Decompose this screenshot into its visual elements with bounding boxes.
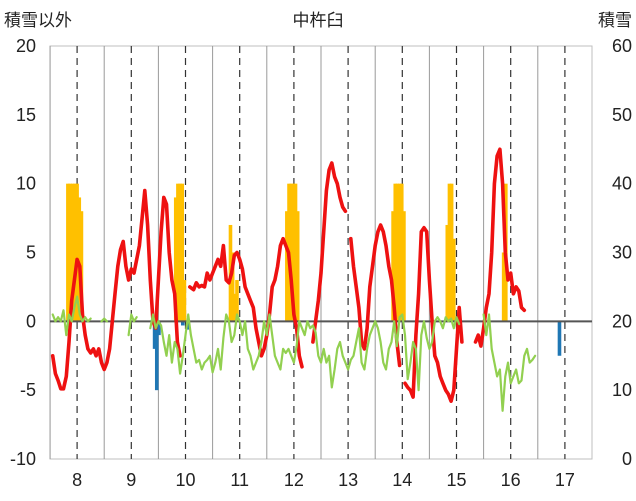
series-line bbox=[50, 188, 182, 391]
snow-bar bbox=[66, 183, 70, 322]
snow-bar bbox=[285, 211, 289, 322]
y-tick-label-left: 15 bbox=[16, 105, 36, 125]
chart-title: 中杵臼 bbox=[293, 11, 344, 31]
snow-bar bbox=[451, 238, 456, 322]
series-line bbox=[482, 313, 537, 412]
y-tick-label-left: 0 bbox=[26, 311, 36, 331]
series-line bbox=[127, 313, 138, 337]
snow-bar bbox=[70, 183, 75, 322]
y-tick-label-left: -10 bbox=[10, 449, 36, 469]
snow-bar bbox=[293, 183, 298, 322]
other-bar bbox=[157, 321, 161, 336]
snow-bar bbox=[73, 183, 77, 322]
x-tick-label: 11 bbox=[230, 470, 249, 490]
y-tick-label-right: 40 bbox=[612, 174, 632, 194]
snow-bar bbox=[393, 183, 398, 322]
y-tick-label-right: 0 bbox=[622, 449, 632, 469]
y-tick-label-left: 20 bbox=[16, 36, 36, 56]
other-bar bbox=[154, 321, 159, 391]
snow-bar bbox=[391, 211, 395, 322]
label-layer: 積雪以外 中杵臼 積雪 8 9 10 11 12 13 14 15 16 1720151050-5… bbox=[4, 11, 632, 490]
snow-bar bbox=[447, 183, 452, 322]
y-tick-label-right: 10 bbox=[612, 380, 632, 400]
snow-bar bbox=[173, 197, 178, 322]
series-line bbox=[473, 147, 527, 348]
y-tick-label-left: 5 bbox=[26, 243, 36, 263]
y-tick-label-right: 30 bbox=[612, 243, 632, 263]
other-bar bbox=[180, 321, 185, 326]
snow-bar bbox=[289, 183, 293, 322]
series-line bbox=[51, 295, 92, 337]
snow-bar bbox=[68, 183, 72, 322]
snow-bar bbox=[449, 183, 454, 322]
snow-bar bbox=[178, 183, 182, 322]
other-bar bbox=[186, 321, 191, 330]
snow-bar bbox=[402, 211, 406, 322]
x-tick-label: 14 bbox=[392, 470, 412, 490]
y-tick-label-right: 50 bbox=[612, 105, 632, 125]
x-tick-label: 17 bbox=[555, 470, 575, 490]
series-line bbox=[188, 236, 304, 369]
line-layer bbox=[50, 147, 537, 412]
snow-bar bbox=[445, 224, 450, 322]
x-tick-label: 15 bbox=[446, 470, 466, 490]
bar-layer bbox=[66, 183, 562, 391]
snow-bar bbox=[77, 197, 82, 322]
snow-bar bbox=[291, 183, 296, 322]
snow-bar bbox=[235, 280, 239, 322]
snow-bar bbox=[176, 183, 180, 322]
snow-bar bbox=[182, 280, 187, 322]
snow-bar bbox=[230, 252, 235, 322]
snow-bar bbox=[397, 183, 402, 322]
x-tick-label: 12 bbox=[284, 470, 304, 490]
snow-bar bbox=[395, 183, 400, 322]
snow-bar bbox=[180, 183, 185, 322]
y-tick-label-right: 60 bbox=[612, 36, 632, 56]
y-tick-label-left: -5 bbox=[20, 380, 36, 400]
series-line bbox=[149, 313, 461, 392]
other-bar bbox=[152, 321, 157, 349]
series-line bbox=[348, 223, 402, 368]
snow-bar bbox=[295, 211, 300, 322]
snow-bar bbox=[233, 293, 237, 322]
x-tick-label: 13 bbox=[338, 470, 358, 490]
snow-bar bbox=[501, 252, 506, 322]
series-line bbox=[311, 161, 348, 344]
x-tick-label: 9 bbox=[126, 470, 136, 490]
snow-bar bbox=[75, 183, 79, 322]
snow-bar bbox=[399, 183, 404, 322]
y-tick-label-left: 10 bbox=[16, 174, 36, 194]
series-line bbox=[100, 317, 109, 323]
x-tick-label: 10 bbox=[175, 470, 195, 490]
other-bar bbox=[557, 321, 562, 356]
y-tick-label-right: 20 bbox=[612, 311, 632, 331]
right-axis-label: 積雪 bbox=[598, 11, 632, 31]
left-axis-label: 積雪以外 bbox=[4, 11, 72, 31]
x-tick-label: 8 bbox=[72, 470, 82, 490]
x-tick-label: 16 bbox=[501, 470, 521, 490]
